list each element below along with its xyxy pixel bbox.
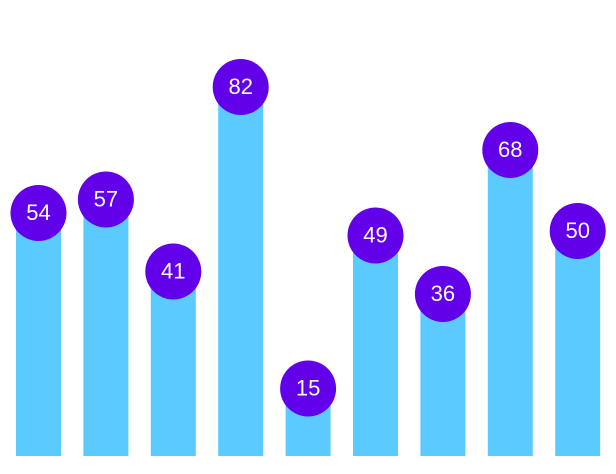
- bar-2: [83, 199, 129, 456]
- bar-8: [487, 150, 533, 456]
- data-label-2: 57: [94, 186, 118, 211]
- data-label-4: 82: [228, 74, 252, 99]
- value-marker-8: [482, 122, 539, 178]
- value-marker-4: [212, 59, 269, 115]
- bar-1: [16, 213, 61, 456]
- value-marker-3: [145, 243, 202, 300]
- bar-4: [218, 87, 264, 456]
- data-label-5: 15: [296, 375, 320, 400]
- bar-3: [150, 271, 196, 456]
- data-label-6: 49: [363, 222, 387, 247]
- data-label-1: 54: [26, 200, 50, 225]
- data-label-3: 41: [161, 258, 185, 283]
- value-marker-1: [10, 185, 67, 241]
- bar-9: [555, 231, 601, 456]
- value-marker-5: [280, 360, 337, 417]
- value-marker-2: [77, 171, 134, 228]
- value-marker-6: [347, 207, 404, 264]
- bar-6: [353, 235, 398, 456]
- data-label-9: 50: [565, 218, 589, 243]
- data-label-8: 68: [498, 137, 522, 162]
- value-marker-9: [549, 203, 606, 259]
- value-marker-7: [414, 266, 471, 322]
- data-label-7: 36: [431, 281, 455, 306]
